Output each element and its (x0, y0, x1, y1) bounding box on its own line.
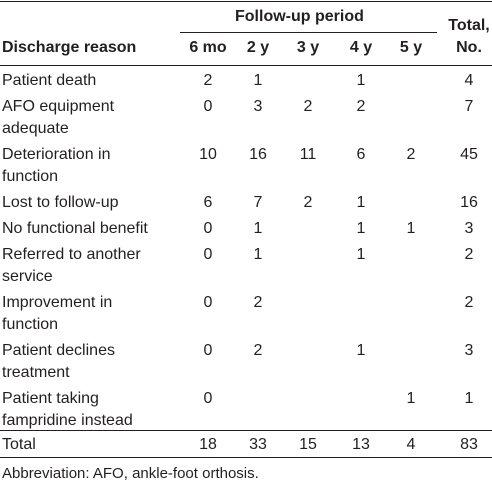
period-value-cell: 1 (356, 194, 366, 211)
total-row-label: Total (2, 436, 36, 453)
discharge-reason-cell: Referred to another (2, 246, 141, 263)
total-header-line2: No. (456, 39, 482, 56)
follow-up-group-rule (180, 32, 437, 33)
period-value-cell: 1 (406, 220, 416, 237)
period-value-cell: 2 (406, 146, 416, 163)
period-header-5y: 5 y (399, 39, 423, 56)
period-value-cell: 1 (253, 246, 263, 263)
row-total-cell: 1 (464, 390, 474, 407)
period-header-3y: 3 y (296, 39, 320, 56)
period-value-cell: 2 (303, 194, 313, 211)
period-value-cell: 2 (203, 72, 213, 89)
discharge-reason-cell: Patient taking (2, 390, 99, 407)
period-header-6mo: 6 mo (189, 39, 227, 56)
period-value-cell: 10 (199, 146, 217, 163)
period-value-cell: 1 (356, 72, 366, 89)
period-value-cell: 0 (203, 246, 213, 263)
period-header-4y: 4 y (349, 39, 373, 56)
total-row-value: 33 (249, 436, 267, 453)
footnote: Abbreviation: AFO, ankle-foot orthosis. (2, 465, 259, 482)
period-value-cell: 1 (253, 220, 263, 237)
discharge-reason-cell: Patient death (2, 72, 97, 89)
period-value-cell: 11 (299, 146, 317, 163)
discharge-reason-cell: Patient declines (2, 342, 115, 359)
discharge-reason-cell: function (2, 168, 59, 185)
discharge-reason-cell: No functional benefit (2, 220, 148, 237)
table-top-rule (0, 1, 492, 2)
total-row-value: 15 (299, 436, 317, 453)
period-value-cell: 0 (203, 342, 213, 359)
total-row-value: 13 (352, 436, 370, 453)
period-value-cell: 1 (356, 342, 366, 359)
row-total-cell: 2 (464, 246, 474, 263)
period-value-cell: 1 (253, 72, 263, 89)
period-value-cell: 6 (356, 146, 366, 163)
period-value-cell: 0 (203, 294, 213, 311)
discharge-reason-cell: treatment (2, 364, 70, 381)
period-value-cell: 6 (203, 194, 213, 211)
follow-up-period-header: Follow-up period (235, 8, 364, 25)
total-row-rule (0, 430, 492, 431)
period-value-cell: 1 (356, 246, 366, 263)
row-total-cell: 4 (464, 72, 474, 89)
discharge-reason-cell: AFO equipment (2, 98, 115, 115)
discharge-reason-cell: service (2, 268, 53, 285)
period-header-2y: 2 y (246, 39, 270, 56)
discharge-reason-cell: Improvement in (2, 294, 113, 311)
total-row-value: 18 (199, 436, 217, 453)
table-bottom-rule (0, 457, 492, 458)
period-value-cell: 2 (253, 342, 263, 359)
period-value-cell: 2 (303, 98, 313, 115)
period-value-cell: 3 (253, 98, 263, 115)
discharge-reason-cell: adequate (2, 120, 69, 137)
period-value-cell: 7 (253, 194, 263, 211)
period-value-cell: 16 (249, 146, 267, 163)
period-value-cell: 2 (253, 294, 263, 311)
row-total-cell: 16 (460, 194, 478, 211)
row-total-cell: 3 (464, 220, 474, 237)
discharge-reason-cell: Lost to follow-up (2, 194, 119, 211)
discharge-reason-cell: function (2, 316, 59, 333)
period-value-cell: 0 (203, 220, 213, 237)
row-total-cell: 7 (464, 98, 474, 115)
period-value-cell: 2 (356, 98, 366, 115)
period-value-cell: 1 (356, 220, 366, 237)
discharge-reason-cell: Deterioration in (2, 146, 111, 163)
row-total-cell: 45 (460, 146, 478, 163)
discharge-reason-cell: fampridine instead (2, 412, 133, 429)
discharge-reason-header: Discharge reason (2, 39, 137, 56)
total-header-line1: Total, (448, 17, 490, 34)
period-value-cell: 0 (203, 98, 213, 115)
grand-total-cell: 83 (460, 436, 478, 453)
period-value-cell: 1 (406, 390, 416, 407)
total-row-value: 4 (406, 436, 416, 453)
period-value-cell: 0 (203, 390, 213, 407)
row-total-cell: 3 (464, 342, 474, 359)
row-total-cell: 2 (464, 294, 474, 311)
header-bottom-rule (0, 65, 492, 66)
